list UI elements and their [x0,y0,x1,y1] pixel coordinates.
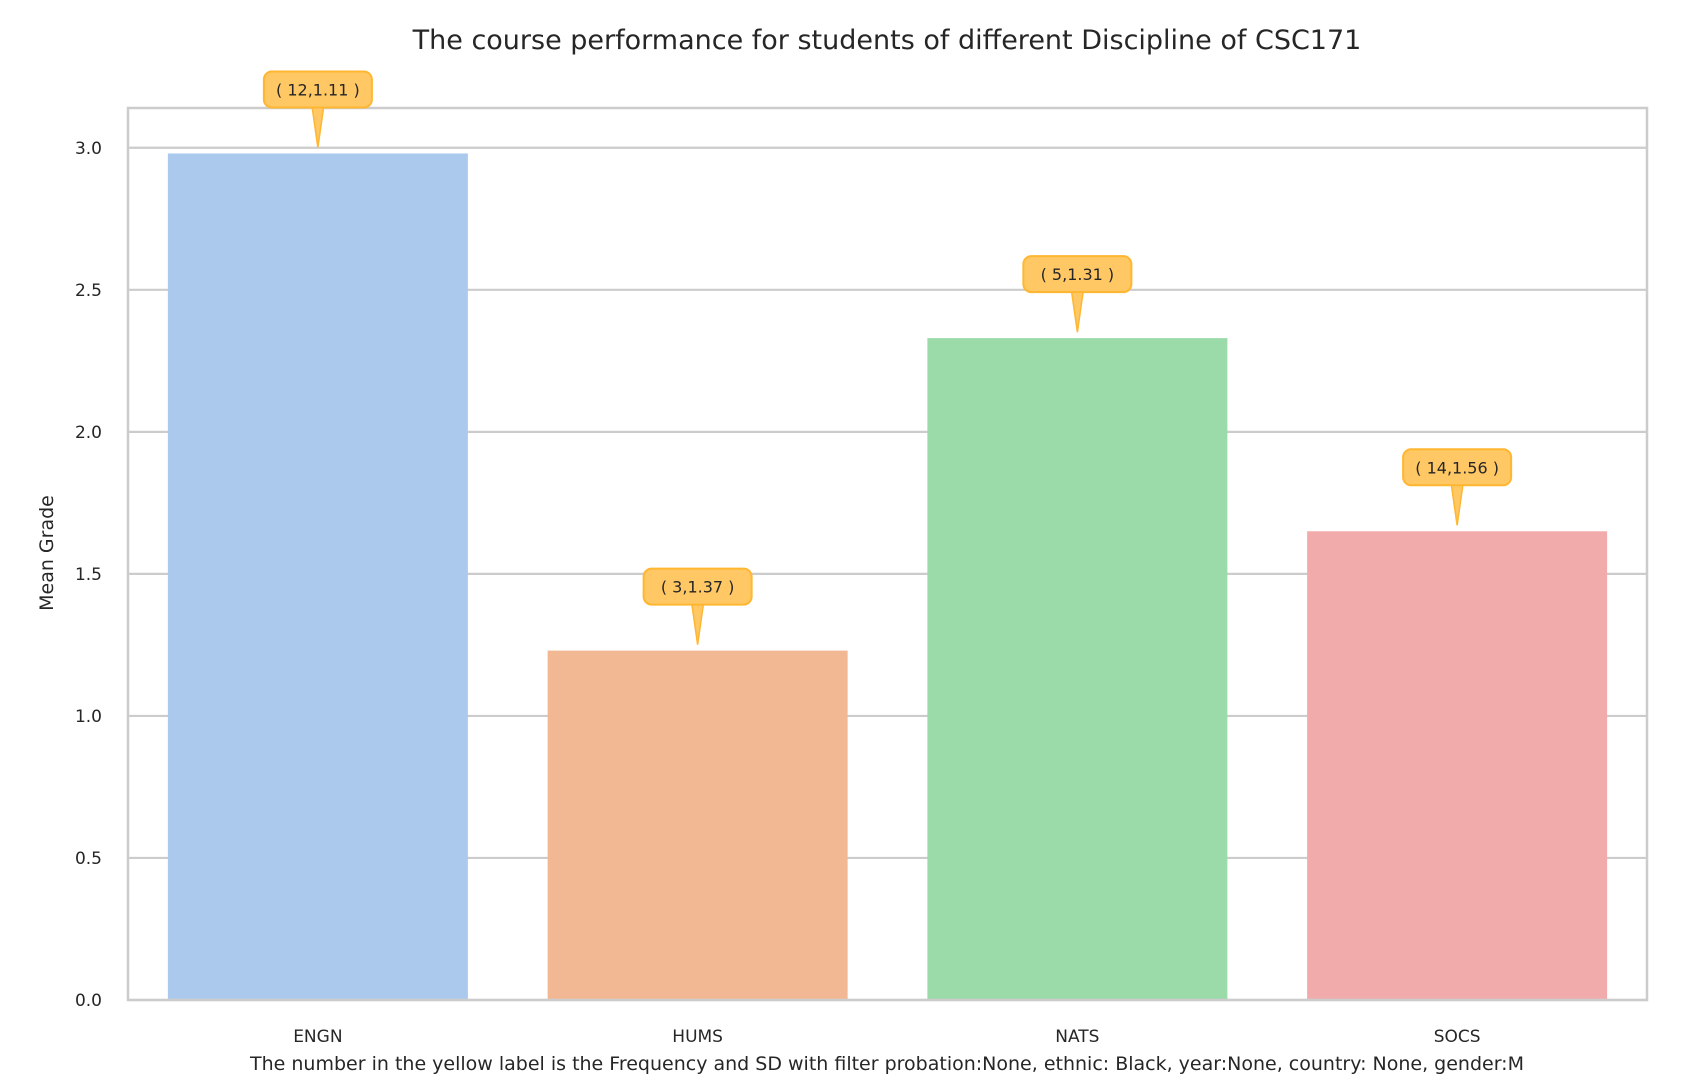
y-ticks: 0.0 0.5 1.0 1.5 2.0 2.5 3.0 [75,139,102,1011]
y-tick-label: 1.0 [75,707,102,727]
bar-socs [1307,531,1608,1000]
x-ticks: ENGN HUMS NATS SOCS [293,1027,1480,1047]
chart-title: The course performance for students of d… [412,25,1362,56]
y-tick-label: 0.0 [75,991,102,1011]
annotation-label: ( 5,1.31 ) [1022,255,1133,333]
annotation-label: ( 14,1.56 ) [1402,448,1513,526]
y-tick-label: 0.5 [75,849,102,869]
annotation-text: ( 3,1.37 ) [661,578,735,597]
annotation-pointer [690,601,705,645]
x-tick-label: NATS [1055,1027,1099,1047]
y-tick-label: 2.5 [75,281,102,301]
annotation-box [1022,255,1133,294]
bars [167,153,1608,1001]
y-tick-label: 2.0 [75,423,102,443]
y-tick-label: 3.0 [75,139,102,159]
annotation-pointer [1450,482,1464,526]
annotation-text: ( 14,1.56 ) [1415,458,1499,477]
annotation-box [1402,448,1513,487]
bar-hums [547,650,848,1000]
x-tick-label: HUMS [672,1027,723,1047]
bar-nats [927,338,1228,1000]
annotation-text: ( 5,1.31 ) [1041,265,1115,284]
annotation-box [262,70,373,109]
y-axis-label: Mean Grade [36,495,58,611]
x-tick-label: ENGN [293,1027,342,1047]
annotation-pointer [1070,289,1085,333]
x-tick-label: SOCS [1434,1027,1481,1047]
annotation-text: ( 12,1.11 ) [276,80,360,99]
bar-engn [167,153,468,1001]
annotation-label: ( 3,1.37 ) [642,567,753,645]
y-tick-label: 1.5 [75,565,102,585]
annotation-label: ( 12,1.11 ) [262,70,373,148]
annotation-pointer [311,104,325,148]
annotation-box [642,567,753,606]
plot-frame [126,106,1649,1002]
annotations: ( 12,1.11 ) ( 3,1.37 ) ( 5,1.31 ) ( 14,1.56… [262,70,1513,645]
x-axis-label: The number in the yellow label is the Fr… [249,1053,1524,1075]
